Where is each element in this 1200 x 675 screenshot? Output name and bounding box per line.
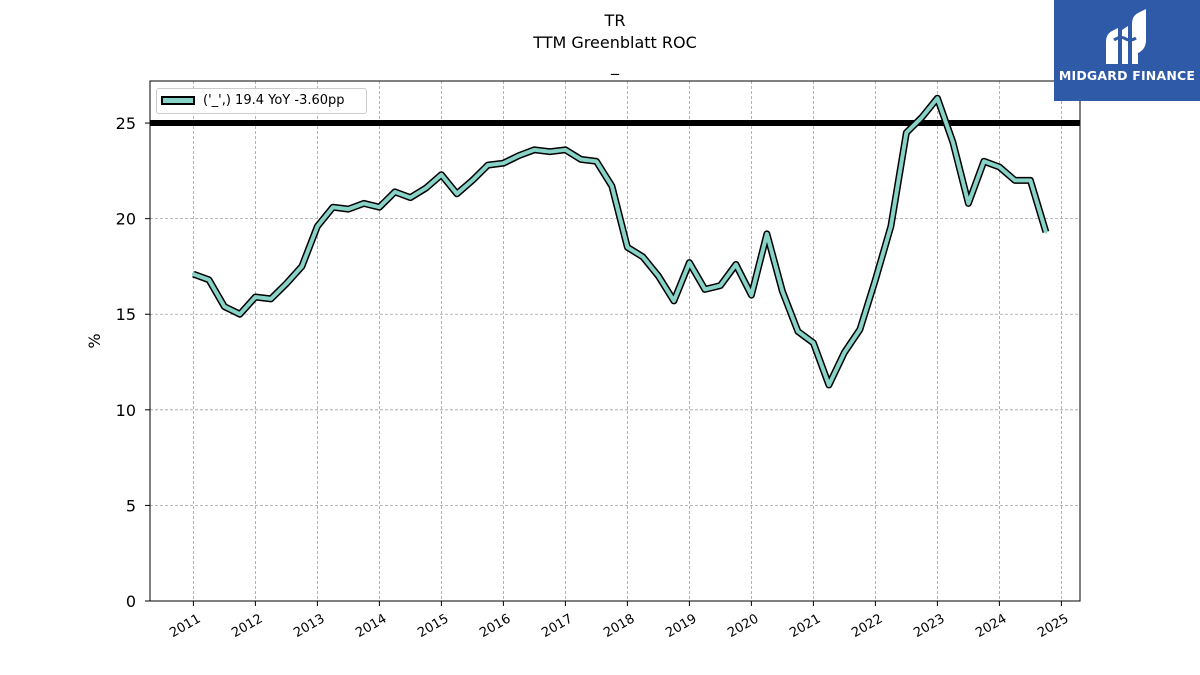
x-tick-label: 2016: [477, 611, 513, 641]
series-point: [889, 224, 893, 228]
series-layer: [191, 94, 1050, 389]
series-point: [424, 186, 428, 190]
y-tick-label: 5: [126, 496, 136, 515]
series-point: [315, 224, 319, 228]
series-point: [951, 140, 955, 144]
x-tick-label: 2024: [973, 611, 1009, 641]
series-point: [408, 196, 412, 200]
y-tick-label: 25: [116, 114, 136, 133]
y-tick-label: 20: [116, 210, 136, 229]
series-point: [548, 150, 552, 154]
series-point: [1013, 178, 1017, 182]
series-point: [765, 232, 769, 236]
midgard-logo-icon: [1106, 9, 1146, 64]
series-point: [904, 131, 908, 135]
legend-swatch: [161, 96, 195, 105]
grid-lines: [150, 81, 1080, 602]
x-tick-label: 2021: [787, 611, 823, 641]
x-axis-ticks: 2011 2012 2013 2014 2015 2016 2017 2018 2019 2020…: [167, 601, 1071, 641]
series-point: [672, 299, 676, 303]
x-tick-label: 2015: [415, 611, 451, 641]
series-point: [486, 163, 490, 167]
series-point: [796, 329, 800, 333]
series-point: [625, 245, 629, 249]
series-point: [610, 184, 614, 188]
series-point: [1028, 178, 1032, 182]
series-point: [811, 341, 815, 345]
series-point: [470, 178, 474, 182]
chart-subtitle: TTM Greenblatt ROC: [533, 33, 697, 52]
series-point: [501, 161, 505, 165]
series-point: [966, 201, 970, 205]
plot-frame: [149, 80, 1081, 602]
series-point: [579, 157, 583, 161]
series-point: [238, 312, 242, 316]
series-point: [703, 287, 707, 291]
x-tick-label: 2011: [167, 611, 203, 641]
series-point: [641, 255, 645, 259]
series-point: [393, 190, 397, 194]
y-axis-ticks: 0 5 10 15 20 25: [116, 114, 150, 611]
x-tick-label: 2022: [849, 611, 885, 641]
x-tick-label: 2012: [229, 611, 265, 641]
legend-label: ('_',) 19.4 YoY -3.60pp: [203, 93, 345, 108]
series-point: [1044, 230, 1048, 234]
series-point: [377, 205, 381, 209]
series-point: [517, 154, 521, 158]
series-point: [982, 159, 986, 163]
series-line: [192, 96, 1048, 387]
series-point: [300, 264, 304, 268]
chart-title: TR: [604, 11, 626, 30]
y-tick-label: 10: [116, 401, 136, 420]
series-point: [873, 278, 877, 282]
series-point: [222, 305, 226, 309]
logo-text: MIDGARD FINANCE: [1058, 68, 1196, 83]
series-point: [362, 201, 366, 205]
legend: ('_',) 19.4 YoY -3.60pp: [156, 88, 367, 114]
series-point: [920, 115, 924, 119]
series-point: [687, 261, 691, 265]
x-tick-label: 2025: [1035, 611, 1071, 641]
series-line-outline: [192, 94, 1050, 389]
brand-logo: MIDGARD FINANCE: [1054, 0, 1200, 101]
series-point: [563, 148, 567, 152]
series-point: [269, 297, 273, 301]
x-tick-label: 2019: [663, 611, 699, 641]
series-point: [532, 148, 536, 152]
x-tick-label: 2020: [725, 611, 761, 641]
series-point: [346, 207, 350, 211]
series-point: [858, 328, 862, 331]
chart-subsubtitle: _: [611, 56, 619, 75]
series-point: [749, 293, 753, 297]
series-point: [284, 282, 288, 286]
series-point: [455, 192, 459, 196]
x-tick-label: 2023: [911, 611, 947, 641]
series-point: [827, 383, 831, 387]
series-point: [935, 96, 939, 100]
x-tick-label: 2018: [601, 611, 637, 641]
x-tick-label: 2017: [539, 611, 575, 641]
series-point: [734, 263, 738, 266]
x-tick-label: 2014: [353, 611, 389, 641]
series-point: [656, 274, 660, 278]
y-tick-label: 15: [116, 305, 136, 324]
series-point: [191, 272, 195, 276]
series-point: [718, 284, 722, 288]
series-point: [780, 289, 784, 293]
series-point: [842, 351, 846, 354]
y-axis-label: %: [85, 333, 104, 348]
series-point: [207, 278, 211, 282]
series-point: [594, 159, 598, 163]
series-point: [331, 205, 335, 209]
series-point: [997, 165, 1001, 169]
series-point: [253, 295, 257, 299]
series-point: [439, 173, 443, 177]
x-tick-label: 2013: [291, 611, 327, 641]
y-tick-label: 0: [126, 592, 136, 611]
